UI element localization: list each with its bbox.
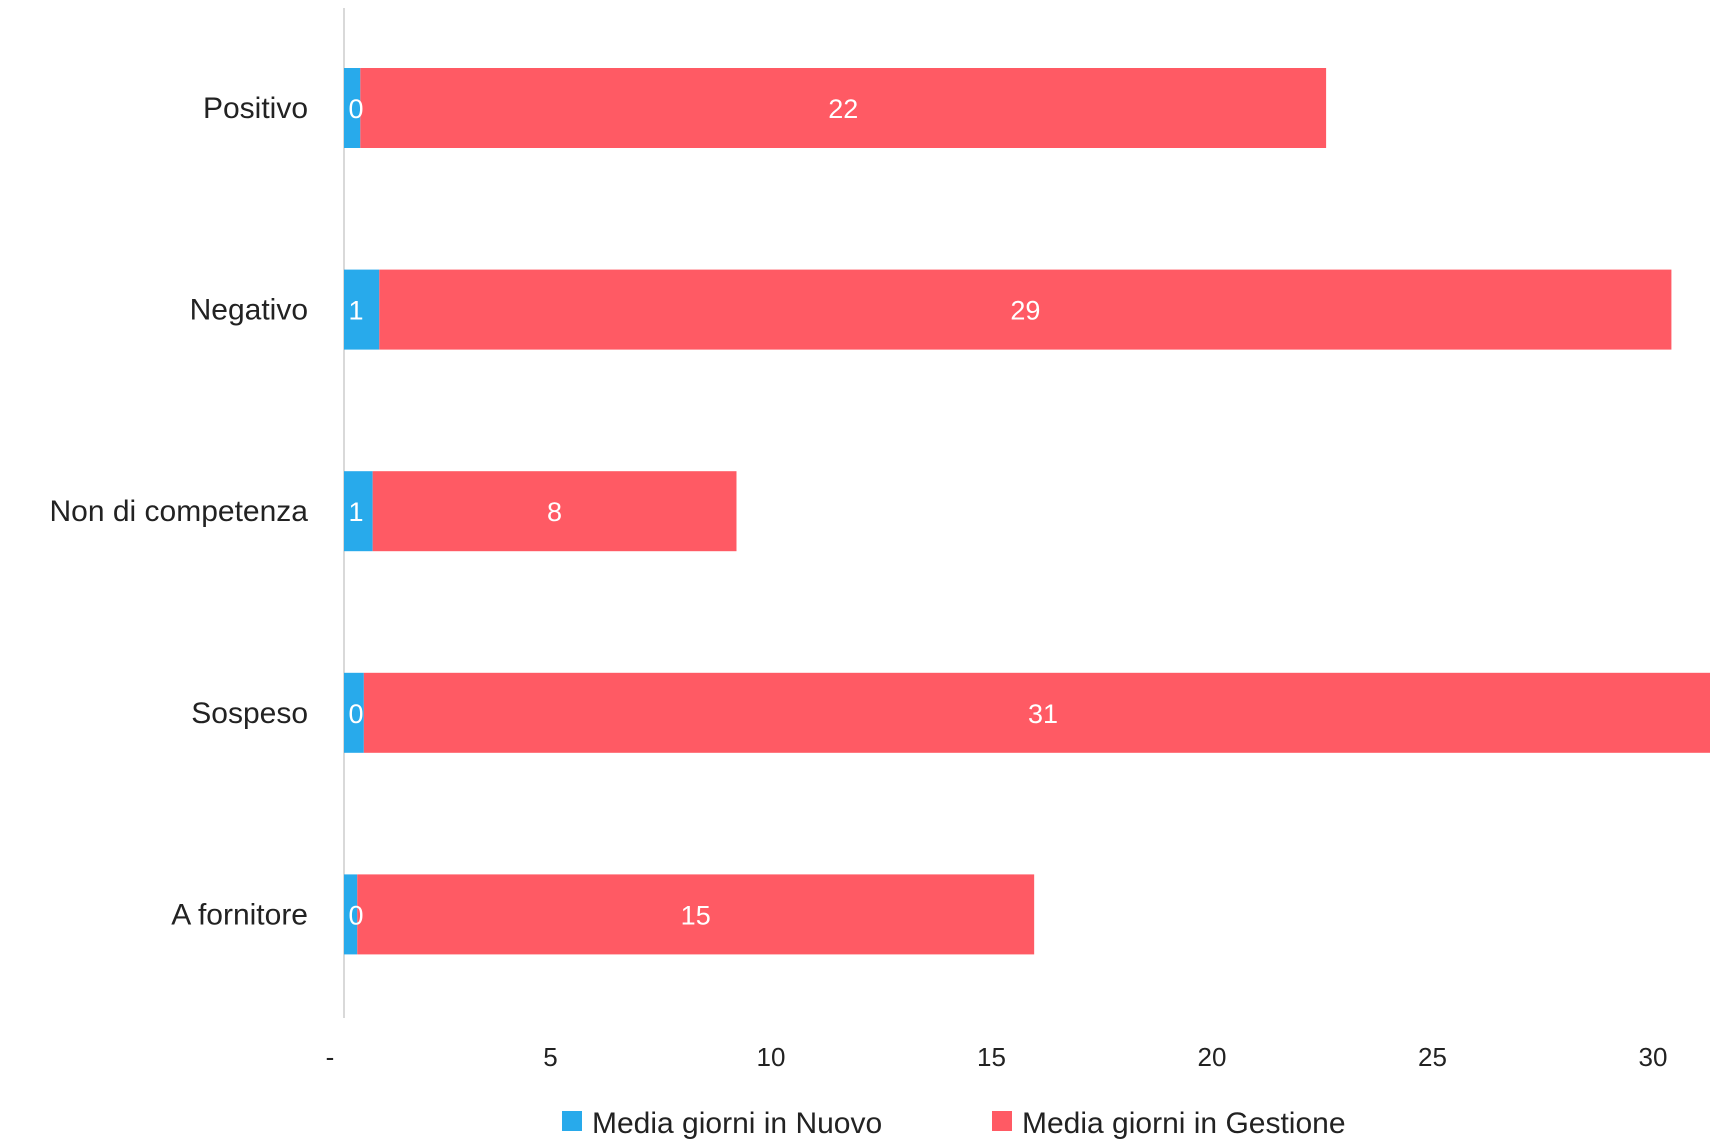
bars-group bbox=[344, 68, 1710, 955]
category-label: Non di competenza bbox=[50, 495, 309, 528]
legend-swatch-gestione bbox=[992, 1111, 1012, 1131]
category-label: Negativo bbox=[190, 294, 308, 327]
bar-segment-gestione bbox=[360, 68, 1327, 148]
bar-segment-nuovo bbox=[344, 672, 364, 753]
data-label-nuovo: 0 bbox=[348, 900, 363, 930]
bar-segment-gestione bbox=[363, 672, 1710, 753]
x-tick-label: 5 bbox=[543, 1042, 557, 1072]
category-labels-group: Positivo Negativo Non di competenza Sospeso… bbox=[50, 92, 309, 931]
bar-segment-nuovo bbox=[344, 874, 358, 955]
x-tick-label: 10 bbox=[757, 1042, 786, 1072]
x-tick-label: - bbox=[326, 1042, 335, 1072]
x-tick-label: 30 bbox=[1639, 1042, 1668, 1072]
x-tick-label: 20 bbox=[1198, 1042, 1227, 1072]
data-label-gestione: 22 bbox=[828, 94, 858, 124]
bar-segment-nuovo bbox=[344, 68, 361, 148]
bar-segment-nuovo bbox=[344, 471, 373, 552]
bar-segment-nuovo bbox=[344, 269, 380, 350]
data-label-nuovo: 1 bbox=[348, 296, 363, 326]
data-label-nuovo: 0 bbox=[348, 699, 363, 729]
x-tick-label: 25 bbox=[1418, 1042, 1447, 1072]
category-label: A fornitore bbox=[171, 898, 308, 931]
bar-labels-group: 0 22 1 29 1 8 0 31 0 15 bbox=[348, 94, 1058, 930]
data-label-nuovo: 1 bbox=[348, 497, 363, 527]
legend: Media giorni in Nuovo Media giorni in Ges… bbox=[562, 1107, 1346, 1140]
data-label-gestione: 31 bbox=[1028, 699, 1058, 729]
bar-segment-gestione bbox=[357, 874, 1035, 955]
bar-segment-gestione bbox=[379, 269, 1672, 350]
legend-label-gestione: Media giorni in Gestione bbox=[1022, 1107, 1346, 1140]
data-label-nuovo: 0 bbox=[348, 94, 363, 124]
category-label: Positivo bbox=[203, 92, 308, 125]
legend-swatch-nuovo bbox=[562, 1111, 582, 1131]
bar-segment-gestione bbox=[372, 471, 737, 552]
legend-label-nuovo: Media giorni in Nuovo bbox=[592, 1107, 882, 1140]
category-label: Sospeso bbox=[191, 697, 308, 730]
data-label-gestione: 15 bbox=[681, 900, 711, 930]
data-label-gestione: 8 bbox=[547, 497, 562, 527]
x-tick-labels-group: - 5 10 15 20 25 30 bbox=[326, 1042, 1668, 1072]
x-tick-label: 15 bbox=[977, 1042, 1006, 1072]
data-label-gestione: 29 bbox=[1010, 296, 1040, 326]
